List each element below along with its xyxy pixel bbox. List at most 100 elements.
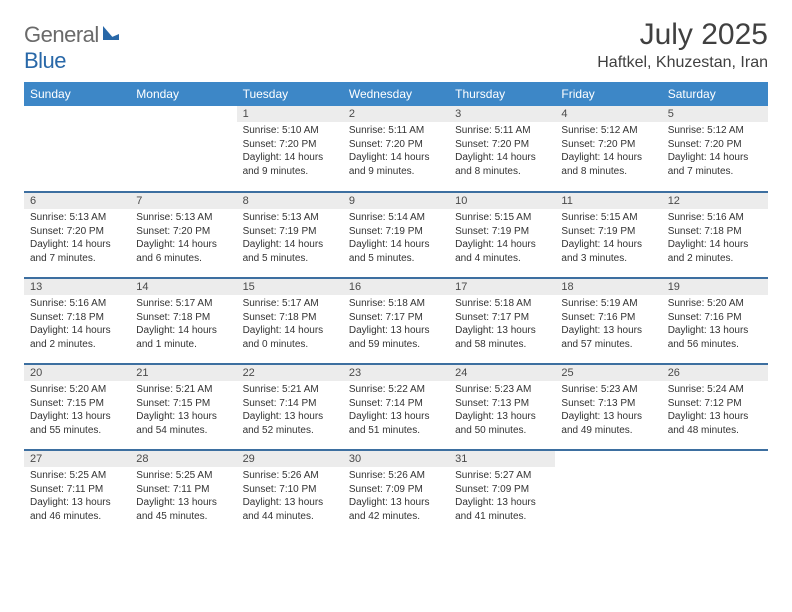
calendar-table: SundayMondayTuesdayWednesdayThursdayFrid…: [24, 82, 768, 536]
day-number: 15: [237, 279, 343, 295]
day-cell: 8Sunrise: 5:13 AMSunset: 7:19 PMDaylight…: [237, 192, 343, 278]
sunrise-line: Sunrise: 5:15 AM: [561, 211, 655, 225]
daylight-line: Daylight: 14 hours and 2 minutes.: [668, 238, 762, 265]
daylight-line: Daylight: 14 hours and 9 minutes.: [349, 151, 443, 178]
sunset-line: Sunset: 7:19 PM: [349, 225, 443, 239]
sunrise-line: Sunrise: 5:20 AM: [668, 297, 762, 311]
day-number: 10: [449, 193, 555, 209]
sunrise-line: Sunrise: 5:11 AM: [455, 124, 549, 138]
empty-cell: [662, 450, 768, 536]
day-number: 4: [555, 106, 661, 122]
day-details: Sunrise: 5:20 AMSunset: 7:16 PMDaylight:…: [662, 295, 768, 355]
calendar-body: 1Sunrise: 5:10 AMSunset: 7:20 PMDaylight…: [24, 106, 768, 536]
day-number: 19: [662, 279, 768, 295]
day-cell: 16Sunrise: 5:18 AMSunset: 7:17 PMDayligh…: [343, 278, 449, 364]
weekday-header: Friday: [555, 82, 661, 106]
location-text: Haftkel, Khuzestan, Iran: [597, 54, 768, 72]
sunrise-line: Sunrise: 5:18 AM: [455, 297, 549, 311]
sunset-line: Sunset: 7:13 PM: [455, 397, 549, 411]
sunrise-line: Sunrise: 5:14 AM: [349, 211, 443, 225]
daylight-line: Daylight: 13 hours and 51 minutes.: [349, 410, 443, 437]
daylight-line: Daylight: 13 hours and 48 minutes.: [668, 410, 762, 437]
weekday-header: Thursday: [449, 82, 555, 106]
sunset-line: Sunset: 7:10 PM: [243, 483, 337, 497]
day-details: Sunrise: 5:21 AMSunset: 7:14 PMDaylight:…: [237, 381, 343, 441]
sunrise-line: Sunrise: 5:24 AM: [668, 383, 762, 397]
sunrise-line: Sunrise: 5:15 AM: [455, 211, 549, 225]
sunrise-line: Sunrise: 5:16 AM: [668, 211, 762, 225]
sunrise-line: Sunrise: 5:23 AM: [561, 383, 655, 397]
sunrise-line: Sunrise: 5:26 AM: [243, 469, 337, 483]
weekday-header: Monday: [130, 82, 236, 106]
day-number: 7: [130, 193, 236, 209]
sunset-line: Sunset: 7:20 PM: [668, 138, 762, 152]
day-cell: 26Sunrise: 5:24 AMSunset: 7:12 PMDayligh…: [662, 364, 768, 450]
sunset-line: Sunset: 7:19 PM: [243, 225, 337, 239]
day-cell: 27Sunrise: 5:25 AMSunset: 7:11 PMDayligh…: [24, 450, 130, 536]
daylight-line: Daylight: 13 hours and 41 minutes.: [455, 496, 549, 523]
daylight-line: Daylight: 13 hours and 56 minutes.: [668, 324, 762, 351]
day-details: Sunrise: 5:26 AMSunset: 7:09 PMDaylight:…: [343, 467, 449, 527]
sunset-line: Sunset: 7:16 PM: [668, 311, 762, 325]
day-details: Sunrise: 5:19 AMSunset: 7:16 PMDaylight:…: [555, 295, 661, 355]
day-details: Sunrise: 5:20 AMSunset: 7:15 PMDaylight:…: [24, 381, 130, 441]
daylight-line: Daylight: 14 hours and 6 minutes.: [136, 238, 230, 265]
empty-cell: [24, 106, 130, 192]
sunrise-line: Sunrise: 5:25 AM: [136, 469, 230, 483]
header: GeneralBlue July 2025 Haftkel, Khuzestan…: [24, 18, 768, 74]
sunrise-line: Sunrise: 5:12 AM: [668, 124, 762, 138]
brand-part2: Blue: [24, 48, 66, 73]
day-details: Sunrise: 5:25 AMSunset: 7:11 PMDaylight:…: [24, 467, 130, 527]
day-details: Sunrise: 5:27 AMSunset: 7:09 PMDaylight:…: [449, 467, 555, 527]
title-block: July 2025 Haftkel, Khuzestan, Iran: [597, 18, 768, 72]
brand-text: GeneralBlue: [24, 22, 121, 74]
day-details: Sunrise: 5:18 AMSunset: 7:17 PMDaylight:…: [449, 295, 555, 355]
daylight-line: Daylight: 14 hours and 7 minutes.: [30, 238, 124, 265]
sunset-line: Sunset: 7:17 PM: [455, 311, 549, 325]
sunset-line: Sunset: 7:18 PM: [136, 311, 230, 325]
day-cell: 29Sunrise: 5:26 AMSunset: 7:10 PMDayligh…: [237, 450, 343, 536]
day-number: 11: [555, 193, 661, 209]
week-row: 6Sunrise: 5:13 AMSunset: 7:20 PMDaylight…: [24, 192, 768, 278]
sunset-line: Sunset: 7:14 PM: [349, 397, 443, 411]
day-number: 31: [449, 451, 555, 467]
week-row: 13Sunrise: 5:16 AMSunset: 7:18 PMDayligh…: [24, 278, 768, 364]
week-row: 1Sunrise: 5:10 AMSunset: 7:20 PMDaylight…: [24, 106, 768, 192]
sunset-line: Sunset: 7:11 PM: [136, 483, 230, 497]
daylight-line: Daylight: 13 hours and 44 minutes.: [243, 496, 337, 523]
day-cell: 9Sunrise: 5:14 AMSunset: 7:19 PMDaylight…: [343, 192, 449, 278]
day-cell: 11Sunrise: 5:15 AMSunset: 7:19 PMDayligh…: [555, 192, 661, 278]
day-cell: 5Sunrise: 5:12 AMSunset: 7:20 PMDaylight…: [662, 106, 768, 192]
sunset-line: Sunset: 7:18 PM: [668, 225, 762, 239]
day-number: 26: [662, 365, 768, 381]
empty-cell: [130, 106, 236, 192]
daylight-line: Daylight: 14 hours and 9 minutes.: [243, 151, 337, 178]
week-row: 27Sunrise: 5:25 AMSunset: 7:11 PMDayligh…: [24, 450, 768, 536]
weekday-header: Tuesday: [237, 82, 343, 106]
daylight-line: Daylight: 14 hours and 8 minutes.: [455, 151, 549, 178]
sunrise-line: Sunrise: 5:26 AM: [349, 469, 443, 483]
day-cell: 19Sunrise: 5:20 AMSunset: 7:16 PMDayligh…: [662, 278, 768, 364]
day-details: Sunrise: 5:24 AMSunset: 7:12 PMDaylight:…: [662, 381, 768, 441]
sunrise-line: Sunrise: 5:25 AM: [30, 469, 124, 483]
daylight-line: Daylight: 13 hours and 52 minutes.: [243, 410, 337, 437]
day-number: 20: [24, 365, 130, 381]
day-number: 22: [237, 365, 343, 381]
brand-logo: GeneralBlue: [24, 22, 121, 74]
sunrise-line: Sunrise: 5:12 AM: [561, 124, 655, 138]
day-cell: 22Sunrise: 5:21 AMSunset: 7:14 PMDayligh…: [237, 364, 343, 450]
daylight-line: Daylight: 14 hours and 7 minutes.: [668, 151, 762, 178]
day-details: Sunrise: 5:12 AMSunset: 7:20 PMDaylight:…: [662, 122, 768, 182]
daylight-line: Daylight: 14 hours and 3 minutes.: [561, 238, 655, 265]
day-details: Sunrise: 5:14 AMSunset: 7:19 PMDaylight:…: [343, 209, 449, 269]
day-number: 1: [237, 106, 343, 122]
week-row: 20Sunrise: 5:20 AMSunset: 7:15 PMDayligh…: [24, 364, 768, 450]
month-title: July 2025: [597, 18, 768, 52]
day-cell: 14Sunrise: 5:17 AMSunset: 7:18 PMDayligh…: [130, 278, 236, 364]
day-number: 25: [555, 365, 661, 381]
day-cell: 28Sunrise: 5:25 AMSunset: 7:11 PMDayligh…: [130, 450, 236, 536]
day-details: Sunrise: 5:18 AMSunset: 7:17 PMDaylight:…: [343, 295, 449, 355]
sunrise-line: Sunrise: 5:17 AM: [136, 297, 230, 311]
day-number: 18: [555, 279, 661, 295]
day-number: 8: [237, 193, 343, 209]
